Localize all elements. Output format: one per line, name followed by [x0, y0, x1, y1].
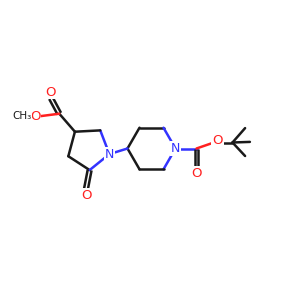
Text: CH₃: CH₃ — [12, 111, 31, 121]
Text: O: O — [45, 85, 56, 99]
Text: N: N — [171, 142, 180, 155]
Text: N: N — [105, 148, 114, 160]
Text: O: O — [191, 167, 202, 180]
Text: O: O — [30, 110, 40, 123]
Text: O: O — [212, 134, 223, 147]
Text: O: O — [81, 189, 91, 202]
